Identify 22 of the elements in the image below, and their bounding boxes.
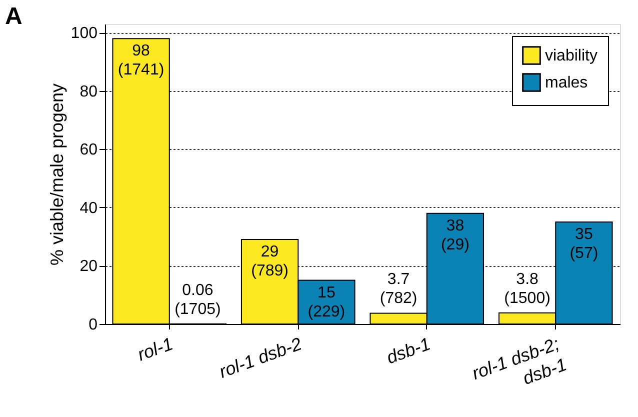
- x-tick-label: rol-1 dsb-2: [216, 334, 304, 382]
- y-tick-label: 100: [70, 25, 98, 42]
- data-label: 38 (29): [440, 217, 470, 254]
- data-label: 29 (789): [251, 244, 288, 280]
- data-label: 35 (57): [570, 226, 598, 262]
- data-label: 15 (229): [308, 284, 346, 320]
- y-tick-label: 60: [80, 142, 98, 159]
- text: A: [5, 3, 22, 30]
- y-axis-title: % viable/male progeny: [46, 83, 67, 266]
- x-tick-label: rol-1 dsb-2; dsb-1: [469, 334, 570, 388]
- y-tick-label: 0: [88, 316, 98, 334]
- legend-label: males: [545, 74, 588, 92]
- x-tick-label: dsb-1: [384, 334, 434, 368]
- x-tick-label: rol-1: [134, 334, 176, 365]
- y-tick-label: 80: [80, 83, 98, 100]
- data-label: 0.06 (1705): [174, 282, 221, 318]
- legend-label: viability: [545, 48, 598, 64]
- y-tick-label: 20: [80, 258, 98, 276]
- data-label: 3.8 (1500): [504, 270, 550, 307]
- y-tick-label: 40: [80, 200, 98, 217]
- data-label: 98 (1741): [118, 42, 164, 79]
- data-label: 3.7 (782): [380, 271, 418, 308]
